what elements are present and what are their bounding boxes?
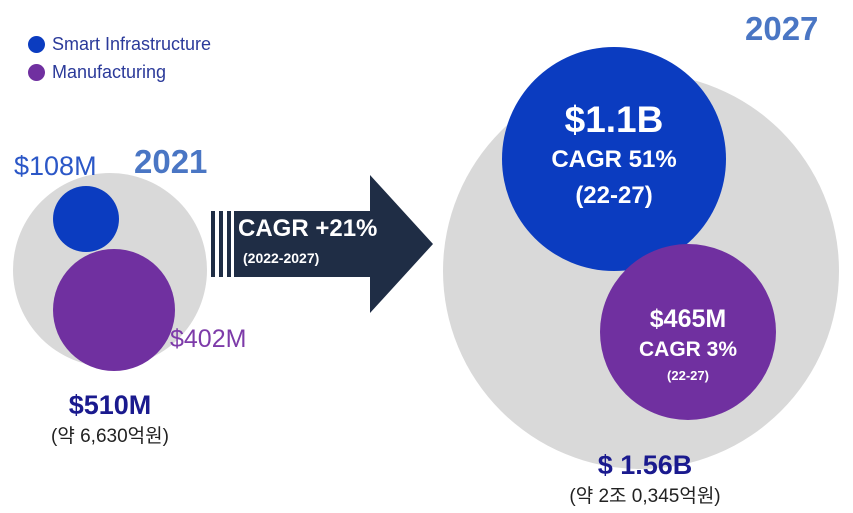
legend-swatch-manufacturing	[28, 63, 45, 81]
smart-infrastructure-cagr-2027: CAGR 51%	[551, 146, 677, 173]
legend-label: Smart Infrastructure	[52, 33, 212, 54]
smart-infrastructure-value-2021: $108M	[14, 151, 97, 181]
manufacturing-bubble-2021	[53, 249, 175, 371]
total-value-2021: $510M	[68, 390, 152, 420]
arrow-sublabel: (2022-2027)	[243, 250, 320, 266]
manufacturing-bubble-2027	[600, 244, 776, 420]
year-label-2021: 2021	[134, 143, 208, 180]
manufacturing-value-2027: $465M	[649, 305, 727, 333]
cagr-arrow	[211, 175, 433, 313]
manufacturing-period-2027: (22-27)	[667, 368, 709, 383]
legend-item-manufacturing: Manufacturing	[28, 58, 211, 86]
total-note-2021: (약 6,630억원)	[51, 426, 169, 447]
legend-swatch-smart-infrastructure	[28, 35, 45, 53]
manufacturing-cagr-2027: CAGR 3%	[638, 338, 738, 361]
total-2021: $510M (약 6,630억원)	[20, 390, 200, 448]
legend-item-smart-infrastructure: Smart Infrastructure	[28, 30, 211, 58]
arrow-label: CAGR +21%	[238, 215, 378, 242]
smart-infrastructure-period-2027: (22-27)	[575, 182, 653, 209]
smart-infrastructure-value-2027: $1.1B	[564, 99, 664, 140]
manufacturing-value-2021: $402M	[170, 325, 247, 353]
total-note-2027: (약 2조 0,345억원)	[569, 486, 721, 507]
legend-label: Manufacturing	[52, 61, 167, 82]
total-value-2027: $ 1.56B	[597, 450, 693, 480]
smart-infrastructure-bubble-2021	[53, 186, 119, 252]
total-2027: $ 1.56B (약 2조 0,345억원)	[520, 450, 770, 508]
smart-infrastructure-bubble-2027	[502, 47, 726, 271]
year-label-2027: 2027	[745, 10, 819, 47]
legend: Smart Infrastructure Manufacturing	[28, 30, 211, 86]
